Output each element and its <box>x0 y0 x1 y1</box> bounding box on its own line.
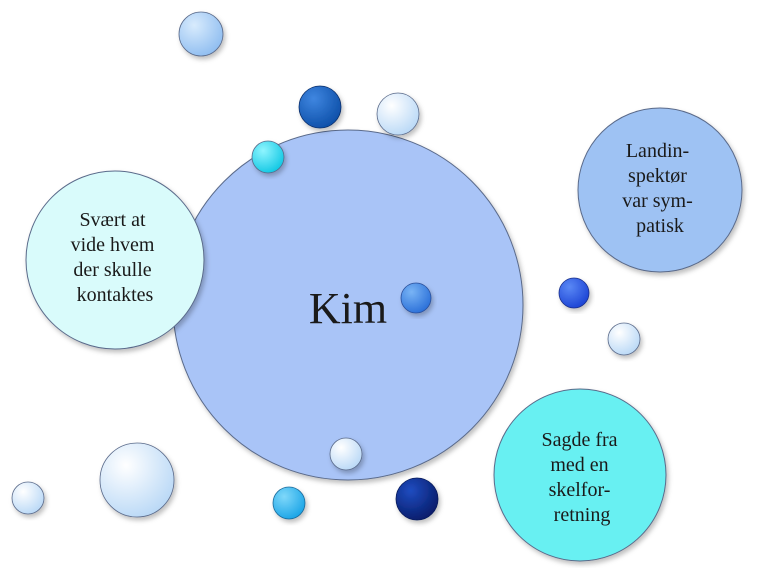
bubble-light-blue-large <box>99 442 175 518</box>
node-right-line: var sym- <box>622 190 693 212</box>
bubble-mid-blue <box>400 282 432 314</box>
node-bottom-right-line: Sagde fra <box>541 429 617 451</box>
bubble-royal-blue <box>298 85 342 129</box>
node-bottom-right-label: Sagde fra med en skelfor- retning <box>541 429 622 526</box>
node-right-line: Landin- <box>626 140 689 162</box>
node-right-label: Landin- spektør var sym- patisk <box>622 140 698 237</box>
center-node: Kim <box>172 129 524 481</box>
bubble-bright-blue <box>558 277 590 309</box>
bubble-pale-blue <box>607 322 641 356</box>
node-right: Landin- spektør var sym- patisk <box>577 107 743 273</box>
node-left-label: Svært at vide hvem der skulle kontaktes <box>71 209 160 306</box>
node-left-line: der skulle <box>73 259 151 281</box>
node-left: Svært at vide hvem der skulle kontaktes <box>25 170 205 350</box>
node-bottom-right-line: med en <box>550 454 608 476</box>
node-left-circle <box>25 170 205 350</box>
bubble-pale-blue <box>329 437 363 471</box>
node-left-line: kontaktes <box>77 284 154 306</box>
node-right-line: patisk <box>636 215 684 237</box>
bubble-cyan <box>251 140 285 174</box>
node-right-line: spektør <box>628 165 687 187</box>
node-bottom-right: Sagde fra med en skelfor- retning <box>493 388 667 562</box>
bubble-pale-blue <box>376 92 420 136</box>
bubble-navy <box>395 477 439 521</box>
bubble-sky-blue <box>272 486 306 520</box>
bubble-light-blue <box>178 11 224 57</box>
node-bottom-right-line: skelfor- <box>549 479 611 501</box>
center-label: Kim <box>309 284 387 333</box>
bubble-pale-blue-small <box>11 481 45 515</box>
node-bottom-right-circle <box>493 388 667 562</box>
node-right-circle <box>577 107 743 273</box>
node-bottom-right-line: retning <box>554 504 611 526</box>
node-left-line: Svært at <box>79 209 146 231</box>
node-left-line: vide hvem <box>71 234 155 256</box>
